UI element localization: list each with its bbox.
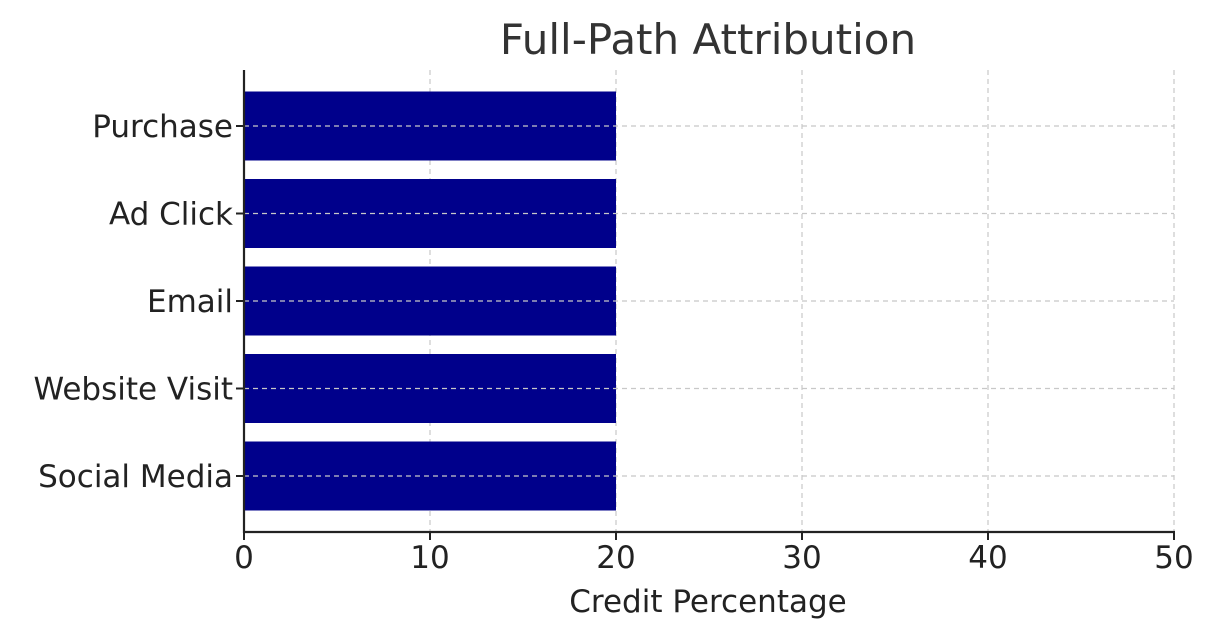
x-tick-label: 10	[410, 540, 449, 576]
y-tick-label: Ad Click	[109, 197, 233, 233]
y-tick-label: Social Media	[38, 459, 233, 495]
x-tick-layer: 0 10 20 30 40 50	[234, 532, 1194, 576]
y-tick-layer: Social Media Website Visit Email Ad Click Pu…	[34, 109, 244, 495]
horizontal-grid-layer	[244, 125, 1174, 477]
y-tick-label: Website Visit	[34, 372, 234, 408]
x-axis-label: Credit Percentage	[569, 584, 846, 620]
x-tick-label: 20	[596, 540, 635, 576]
chart-title: Full-Path Attribution	[500, 15, 916, 64]
x-tick-label: 50	[1154, 540, 1193, 576]
x-tick-label: 40	[968, 540, 1007, 576]
x-tick-label: 30	[782, 540, 821, 576]
y-tick-label: Purchase	[92, 109, 233, 145]
y-tick-label: Email	[147, 284, 233, 320]
x-tick-label: 0	[234, 540, 254, 576]
